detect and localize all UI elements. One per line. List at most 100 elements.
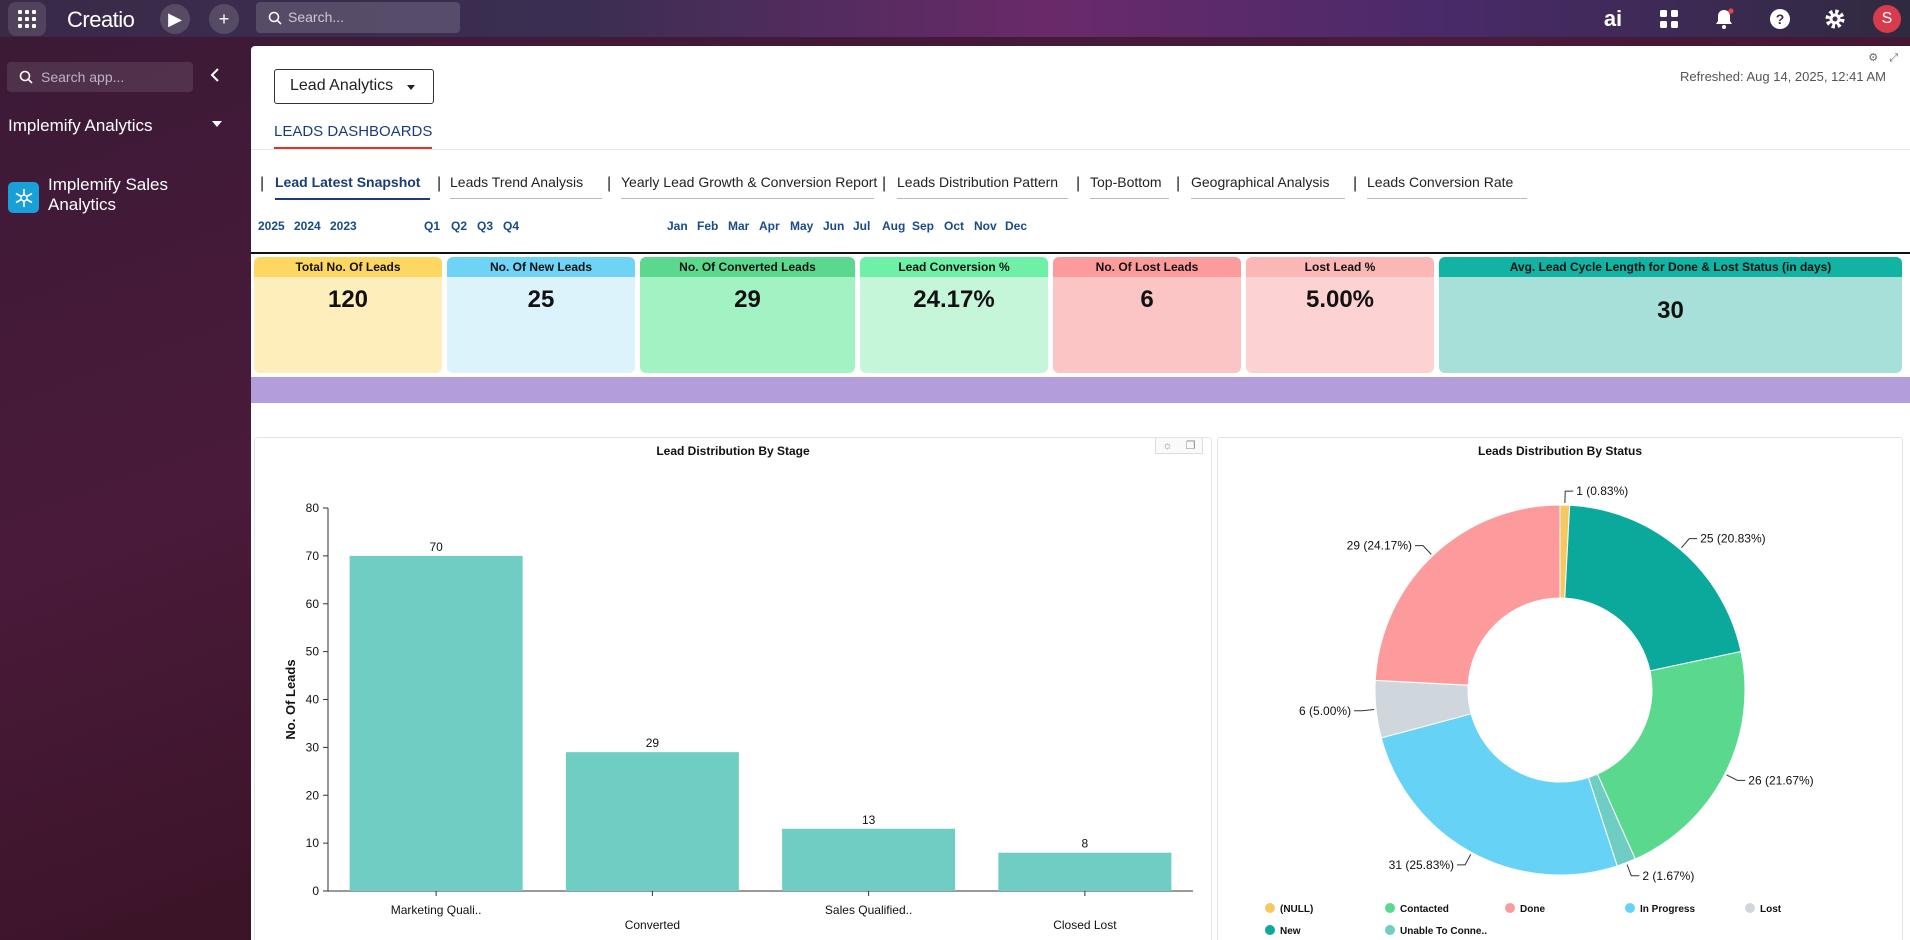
sidebar: Search app... Implemify Analytics Implem… (0, 37, 222, 940)
chart-toolbar: ☼ ❐ (1155, 438, 1203, 454)
y-tick-label: 30 (306, 740, 320, 754)
tab-separator: | (437, 175, 442, 192)
kpi-value: 120 (327, 286, 369, 313)
tab-separator: | (1176, 175, 1181, 192)
app-switch-chevron-down-icon[interactable] (212, 121, 222, 127)
notifications-bell-icon[interactable] (1711, 6, 1737, 32)
run-process-button[interactable]: ▶ (160, 4, 190, 34)
y-tick-label: 20 (306, 788, 320, 802)
bar[interactable] (349, 555, 523, 891)
filter-month[interactable]: Aug (882, 219, 906, 233)
filter-month[interactable]: Jun (823, 219, 845, 233)
legend-label[interactable]: New (1280, 926, 1301, 937)
global-search-input[interactable]: Search... (256, 2, 460, 33)
x-tick-label: Converted (625, 918, 680, 932)
y-tick-label: 50 (306, 645, 320, 659)
filter-divider (251, 252, 1910, 254)
panel-corner-controls: ⚙ ⤢ (1868, 51, 1898, 65)
ai-copilot-icon[interactable]: ai (1603, 6, 1623, 31)
app-search-placeholder: Search app... (41, 69, 125, 85)
global-search-placeholder: Search... (288, 9, 345, 25)
dashboard-selector-dropdown[interactable]: Lead Analytics (274, 69, 434, 104)
legend-label[interactable]: In Progress (1640, 904, 1695, 915)
filter-year[interactable]: 2023 (330, 219, 357, 233)
filter-month[interactable]: Dec (1005, 219, 1028, 233)
tab-leads-conversion-rate[interactable]: Leads Conversion Rate (1367, 174, 1527, 199)
tab-yearly-lead-growth[interactable]: Yearly Lead Growth & Conversion Report (621, 174, 877, 199)
filter-month[interactable]: Jul (853, 219, 871, 233)
y-axis-title: No. Of Leads (283, 659, 298, 739)
slice-leader-line (1564, 490, 1574, 504)
collapse-sidebar-chevron-icon[interactable] (210, 67, 220, 88)
legend-label[interactable]: Contacted (1400, 904, 1449, 915)
slice-data-label: 6 (5.00%) (1299, 704, 1351, 718)
filter-month[interactable]: Apr (759, 219, 780, 233)
tab-lead-latest-snapshot[interactable]: Lead Latest Snapshot (275, 174, 430, 200)
sidebar-item-label: Implemify Sales Analytics (48, 175, 168, 214)
app-search-input[interactable]: Search app... (7, 62, 193, 92)
expand-icon[interactable]: ⤢ (1889, 52, 1898, 64)
filter-quarter[interactable]: Q2 (451, 219, 468, 233)
filter-month[interactable]: May (790, 219, 814, 233)
filter-quarter[interactable]: Q3 (477, 219, 494, 233)
sidebar-item-implemify-sales-analytics[interactable]: Implemify Sales Analytics (8, 175, 198, 219)
copy-icon[interactable]: ❐ (1185, 440, 1196, 452)
kpi-value: 5.00% (1305, 286, 1375, 313)
help-icon[interactable]: ? (1767, 6, 1793, 32)
legend-label[interactable]: Lost (1760, 904, 1782, 915)
filter-quarter[interactable]: Q4 (503, 219, 520, 233)
slice-data-label: 2 (1.67%) (1642, 869, 1694, 883)
y-tick-label: 80 (306, 501, 320, 515)
app-launcher-icon[interactable] (8, 2, 46, 36)
kpi-label: No. Of Lost Leads (1053, 257, 1241, 277)
tab-leads-dashboards[interactable]: LEADS DASHBOARDS (274, 123, 433, 149)
sidebar-app-title[interactable]: Implemify Analytics (8, 116, 153, 135)
filter-month[interactable]: Jan (667, 219, 688, 233)
user-avatar[interactable]: S (1873, 5, 1901, 33)
filter-month[interactable]: Feb (697, 219, 719, 233)
slice-leader-line (1626, 864, 1640, 877)
gear-icon[interactable]: ⚙ (1868, 52, 1879, 64)
filter-year[interactable]: 2025 (258, 219, 285, 233)
y-tick-label: 0 (312, 884, 319, 898)
kpi-value: 24.17% (913, 286, 995, 313)
create-button[interactable]: + (209, 4, 239, 34)
filter-month[interactable]: Oct (944, 219, 965, 233)
kpi-value: 25 (527, 286, 555, 313)
tab-separator: | (1353, 175, 1358, 192)
filter-quarter[interactable]: Q1 (424, 219, 441, 233)
bulb-icon[interactable]: ☼ (1162, 439, 1173, 452)
tab-top-bottom[interactable]: Top-Bottom (1090, 174, 1169, 199)
bar[interactable] (565, 752, 739, 891)
tab-geographical-analysis[interactable]: Geographical Analysis (1191, 174, 1345, 199)
donut-slice[interactable] (1564, 504, 1742, 672)
legend-label[interactable]: Unable To Conne.. (1400, 926, 1487, 937)
bar-chart: 0 10 20 30 40 50 60 70 80 No. Of Leads 70 Marketing… (283, 501, 1193, 932)
apps-grid-icon[interactable] (1656, 6, 1682, 32)
legend-label[interactable]: Done (1520, 904, 1545, 915)
legend-label[interactable]: (NULL) (1280, 904, 1313, 915)
donut-slice[interactable] (1596, 650, 1746, 860)
section-separator-band (251, 377, 1910, 403)
donut-slice[interactable] (1380, 713, 1618, 876)
kpi-label: No. Of Converted Leads (640, 257, 855, 277)
filter-year[interactable]: 2024 (294, 219, 321, 233)
filter-month[interactable]: Nov (974, 219, 997, 233)
bar-data-label: 70 (429, 540, 443, 554)
kpi-value: 30 (1657, 297, 1684, 324)
donut-slice[interactable] (1374, 504, 1561, 686)
bar[interactable] (782, 828, 956, 891)
settings-gear-icon[interactable] (1822, 6, 1848, 32)
filter-month[interactable]: Sep (912, 219, 935, 233)
chart-title: Leads Distribution By Status (1477, 444, 1643, 458)
tab-leads-trend-analysis[interactable]: Leads Trend Analysis (450, 174, 602, 199)
tab-leads-distribution-pattern[interactable]: Leads Distribution Pattern (897, 174, 1068, 199)
bar[interactable] (998, 852, 1172, 891)
chart-title: Lead Distribution By Stage (656, 444, 810, 458)
snowflake-icon (8, 182, 39, 213)
x-tick-label: Sales Qualified.. (825, 903, 912, 917)
y-tick-label: 70 (306, 549, 320, 563)
lead-distribution-by-stage-card: Lead Distribution By Stage ☼ ❐ 0 10 20 30 40… (254, 437, 1212, 940)
filter-month[interactable]: Mar (728, 219, 750, 233)
leads-distribution-by-status-card: Leads Distribution By Status 1 (0.83%) 25… (1217, 437, 1903, 940)
